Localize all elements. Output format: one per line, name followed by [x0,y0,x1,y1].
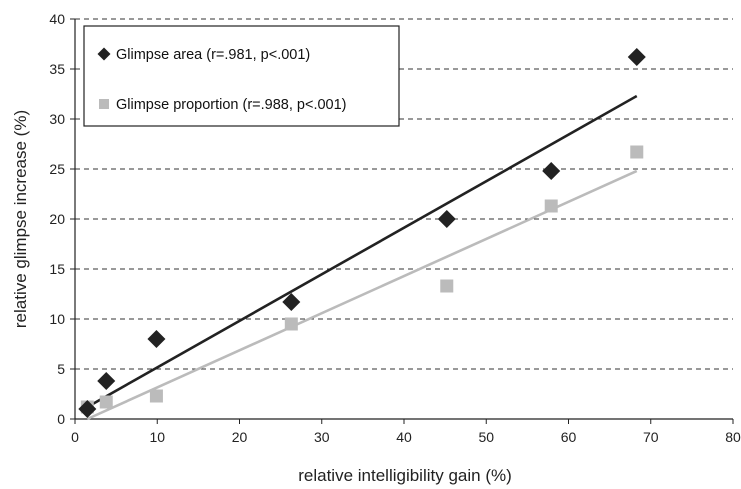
x-tick-label-40: 40 [396,429,412,445]
y-tick-label-30: 30 [49,111,65,127]
diamond-point-5 [437,210,456,228]
x-tick-label-0: 0 [71,429,79,445]
data-points [78,48,646,418]
tick-labels: 0 5 10 15 20 25 30 35 40 0 10 20 30 40 50 60 70 80 [49,11,741,445]
legend-marker-diamond [97,47,111,61]
square-point-4 [284,317,298,331]
diamond-point-1 [78,400,97,418]
y-tick-label-25: 25 [49,161,65,177]
x-tick-label-80: 80 [725,429,741,445]
y-tick-label-35: 35 [49,61,65,77]
y-tick-label-0: 0 [57,411,65,427]
legend-box [83,25,400,127]
trendlines [86,94,638,421]
x-tick-label-60: 60 [561,429,577,445]
square-point-6 [544,199,558,213]
diamond-point-7 [627,48,646,66]
x-axis-title: relative intelligibility gain (%) [298,466,512,485]
square-point-7 [630,145,644,159]
diamond-point-6 [542,162,561,180]
diamond-point-3 [147,330,166,348]
legend-marker-square [99,99,109,109]
y-axis-title: relative glimpse increase (%) [11,110,30,328]
y-tick-label-40: 40 [49,11,65,27]
x-tick-label-30: 30 [314,429,330,445]
legend-label-series-1: Glimpse area (r=.981, p<.001) [116,47,310,63]
y-tick-label-20: 20 [49,211,65,227]
square-point-2 [99,395,113,409]
y-tick-label-5: 5 [57,361,65,377]
diamond-point-4 [282,293,301,311]
square-point-5 [440,279,454,293]
x-tick-label-20: 20 [232,429,248,445]
trendline-series-1 [86,94,638,409]
diamond-point-2 [97,372,116,390]
x-tick-label-50: 50 [478,429,494,445]
legend: Glimpse area (r=.981, p<.001) Glimpse pro… [83,25,400,127]
square-point-3 [149,389,163,403]
axes [70,18,734,424]
x-tick-label-70: 70 [643,429,659,445]
legend-label-series-2: Glimpse proportion (r=.988, p<.001) [116,97,347,113]
y-tick-label-15: 15 [49,261,65,277]
x-tick-label-10: 10 [149,429,165,445]
y-tick-label-10: 10 [49,311,65,327]
